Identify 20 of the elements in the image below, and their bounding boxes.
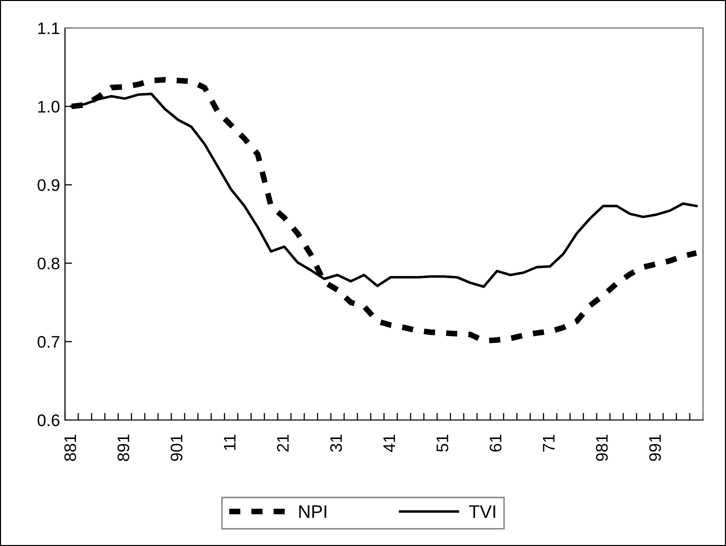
- legend-label: TVI: [469, 505, 496, 518]
- x-tick-label: 21: [276, 434, 289, 452]
- y-tick-label: 1.1: [38, 22, 60, 34]
- x-tick-label: 991: [649, 434, 661, 461]
- x-tick-label: 881: [64, 434, 76, 461]
- y-tick-label: 1.0: [38, 100, 60, 113]
- x-tick-label: 11: [224, 434, 236, 450]
- y-tick-label: 0.6: [38, 414, 60, 426]
- x-tick-label: 41: [383, 434, 395, 452]
- y-tick-label: 0.7: [38, 336, 60, 348]
- x-tick-label: 981: [596, 434, 608, 461]
- x-tick-label: 71: [542, 434, 554, 452]
- x-tick-label: 51: [436, 434, 448, 452]
- x-tick-label: 891: [117, 434, 130, 461]
- legend-label: NPI: [299, 505, 326, 518]
- y-tick-label: 0.9: [38, 179, 60, 192]
- x-tick-label: 61: [490, 434, 502, 452]
- x-tick-label: 31: [330, 434, 342, 452]
- x-tick-label: 901: [170, 434, 182, 461]
- y-tick-label: 0.8: [38, 258, 60, 270]
